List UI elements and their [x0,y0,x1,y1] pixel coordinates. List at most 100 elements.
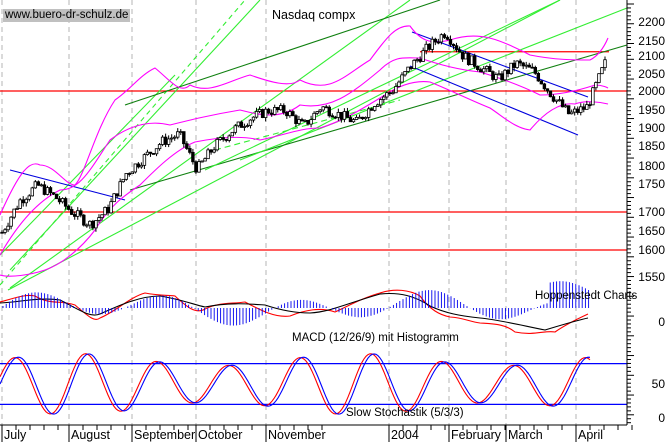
candle-body [454,45,459,51]
month-label: 2004 [391,428,419,442]
axis-tick-label: 0 [658,315,665,329]
axis-tick-label: 1550 [638,270,665,284]
candle-body [500,73,504,81]
candle-body [394,86,398,94]
channel-line [409,65,579,136]
candle-body [557,99,562,102]
trend-line [214,99,401,151]
candle-body [436,41,441,44]
candle-body [76,210,80,217]
candle-body [45,187,50,195]
candle-body [227,135,231,141]
month-label: November [268,428,326,442]
candle-body [106,206,110,214]
candle-body [257,109,262,112]
candle-body [330,115,334,118]
candle-body [112,193,116,203]
axis-tick-label: 0 [658,411,665,425]
candle-body [127,173,131,175]
axis-tick-label: 2000 [638,84,665,98]
axis-tick-label: 2100 [638,49,665,63]
candle-body [100,214,104,218]
candle-body [288,111,292,117]
candle-body [18,199,22,209]
candle-body [279,105,283,111]
candle-body [66,205,71,210]
candle-body [51,192,56,195]
candle-body [6,225,10,231]
candle-body [273,107,277,115]
bollinger-middle [0,57,609,256]
signal-line [0,292,589,331]
candle-body [182,131,186,145]
candle-body [291,111,295,117]
candle-body [251,116,256,121]
candle-body [479,69,483,73]
candle-body [63,198,68,207]
candle-body [512,62,516,68]
stoch-d-line [0,353,591,415]
candle-body [579,106,583,113]
candle-body [285,112,289,117]
candle-body [315,111,319,114]
axis-tick-label: 2150 [638,34,665,48]
candle-body [576,108,580,113]
candle-body [521,62,525,67]
month-label: October [198,428,242,442]
candle-body [230,131,234,137]
trend-line [204,0,561,171]
candle-body [312,112,316,121]
candle-body [118,181,122,197]
month-label: August [71,428,110,442]
candle-body [91,220,95,229]
candle-body [30,187,35,197]
candle-body [524,64,528,67]
candle-body [560,99,565,108]
candle-body [109,201,113,214]
candle-body [494,74,498,80]
candle-body [9,216,13,227]
candle-body [318,109,322,113]
candle-body [154,148,159,155]
candle-body [421,50,425,62]
candle-body [491,71,495,80]
candle-body [179,131,183,134]
candle-body [157,144,162,150]
month-label: April [578,428,603,442]
candle-body [12,208,16,218]
candle-body [427,43,431,50]
candle-body [530,66,534,69]
candle-body [542,83,547,90]
candle-body [406,66,410,72]
candle-body [73,214,77,217]
candle-body [430,38,434,50]
candle-body [439,34,444,43]
candle-body [121,178,125,183]
candle-body [239,121,244,128]
channel-line [9,169,126,201]
candle-body [382,96,386,100]
candle-body [345,111,350,118]
candle-body [582,106,586,110]
axis-tick-label: 1650 [638,224,665,238]
candle-body [397,81,401,87]
candle-body [391,92,395,95]
candle-body [188,148,192,153]
candle-body [515,60,519,68]
candle-body [145,151,150,156]
axis-tick-label: 1700 [638,205,665,219]
candle-body [300,119,304,122]
candle-body [82,214,86,226]
candle-body [160,136,165,145]
trend-lines [0,0,628,291]
candle-body [327,106,331,117]
candle-body [197,161,201,173]
candle-body [269,112,274,115]
month-label: September [134,428,195,442]
candle-body [339,111,344,120]
candle-body [451,43,456,47]
candle-body [136,163,141,168]
candle-body [457,49,462,53]
candle-body [36,181,41,186]
